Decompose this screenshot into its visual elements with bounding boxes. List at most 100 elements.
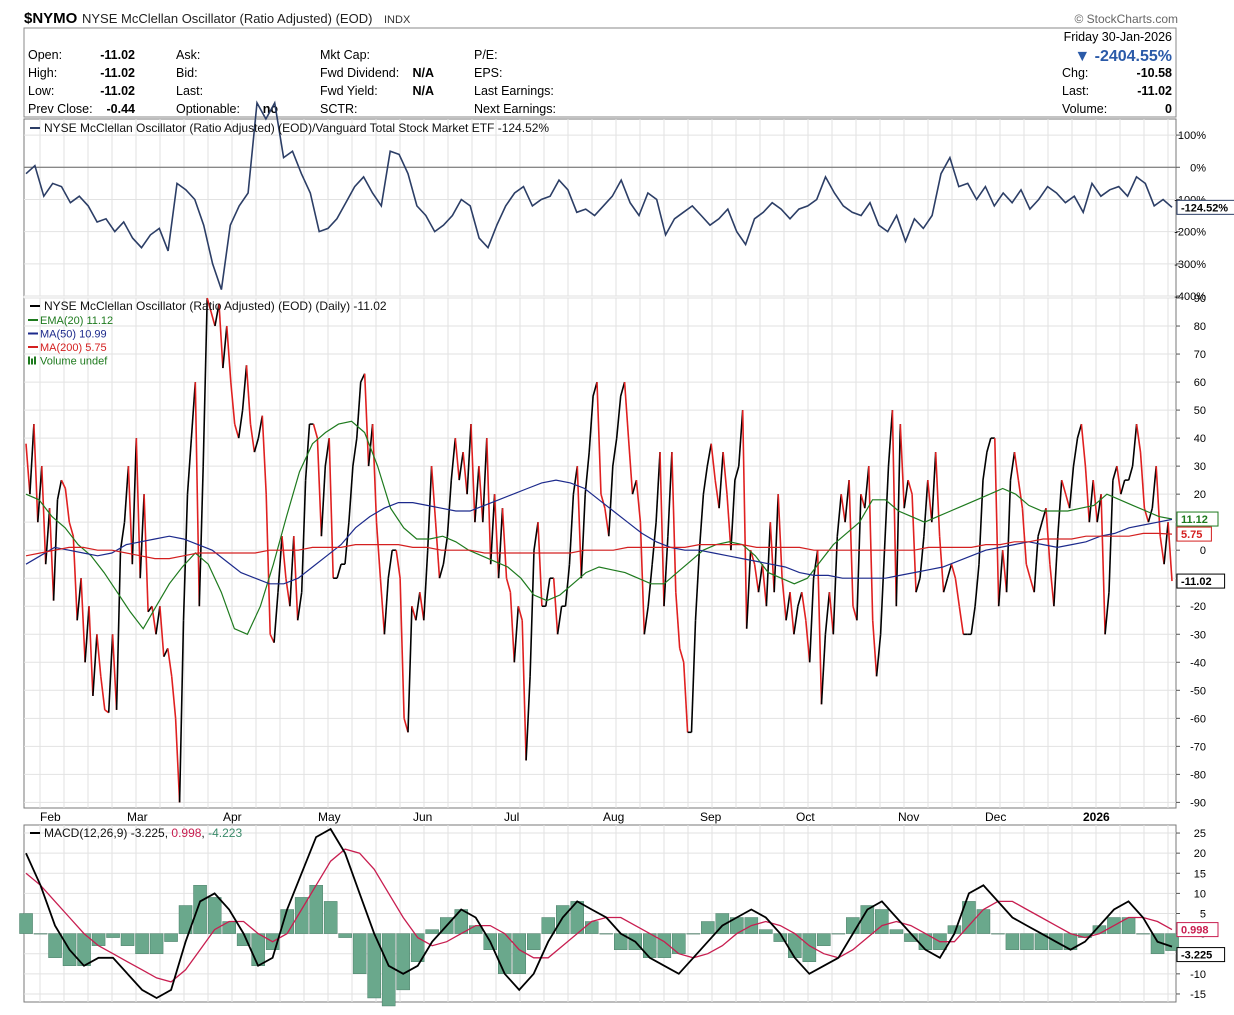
oscillator-segment: [580, 494, 586, 579]
oscillator-segment: [446, 480, 453, 537]
oscillator-segment: [348, 466, 354, 523]
oscillator-segment: [588, 396, 594, 453]
oscillator-segment: [33, 424, 39, 523]
macd-histogram-bar: [701, 921, 715, 934]
oscillator-segment: [1033, 536, 1039, 593]
oscillator-segment: [631, 479, 638, 495]
main-ytick-label: -90: [1190, 797, 1206, 809]
oscillator-segment: [832, 536, 839, 635]
x-tick-label: Sep: [700, 810, 722, 824]
oscillator-segment: [1163, 522, 1169, 565]
oscillator-segment: [60, 479, 67, 489]
oscillator-segment: [486, 438, 492, 565]
legend-item: Volume undef: [40, 356, 108, 368]
oscillator-segment: [119, 522, 126, 551]
oscillator-last-value-badge: [1176, 573, 1226, 589]
oscillator-segment: [174, 718, 181, 803]
main-title: NYSE McClellan Oscillator (Ratio Adjuste…: [44, 299, 387, 313]
macd-histogram-bar: [1005, 933, 1020, 950]
oscillator-segment: [107, 634, 114, 713]
oscillator-segment: [513, 606, 520, 663]
oscillator-segment: [155, 606, 161, 635]
oscillator-segment: [769, 522, 775, 593]
macd-histogram-bar: [396, 933, 410, 991]
macd-histogram-bar: [454, 909, 469, 934]
oscillator-segment: [194, 382, 201, 607]
macd-histogram-bar: [381, 933, 396, 1007]
oscillator-segment: [946, 563, 953, 579]
oscillator-segment: [383, 578, 390, 635]
oscillator-segment: [801, 592, 807, 621]
macd-ytick-label: 25: [1194, 828, 1206, 840]
macd-title-part: ,: [201, 826, 208, 840]
x-tick-label: Jun: [413, 810, 432, 824]
oscillator-segment: [1029, 577, 1035, 593]
oscillator-segment: [702, 465, 709, 495]
oscillator-segment: [281, 536, 287, 579]
mkt-cap-label: Mkt Cap:: [320, 48, 370, 62]
oscillator-segment: [753, 564, 760, 593]
quote-table: Open: -11.02 High: -11.02 Low: -11.02 Pr…: [28, 30, 1172, 116]
oscillator-segment: [927, 480, 933, 523]
macd-ytick-label: 5: [1200, 909, 1206, 921]
oscillator-segment: [1112, 465, 1118, 481]
oscillator-segment: [997, 550, 1004, 607]
main-ytick-label: 70: [1194, 349, 1206, 361]
oscillator-segment: [100, 676, 106, 710]
last2-label: Last:: [1062, 84, 1089, 98]
oscillator-segment: [899, 424, 905, 509]
oscillator-segment: [44, 508, 51, 565]
macd-histogram-bar: [323, 901, 338, 934]
oscillator-segment: [245, 365, 252, 425]
oscillator-segment: [135, 438, 141, 579]
low-value: -11.02: [100, 84, 135, 98]
oscillator-segment: [537, 522, 543, 607]
oscillator-segment: [41, 466, 47, 565]
oscillator-segment: [1064, 493, 1071, 509]
rs-ytick-label: 0%: [1190, 162, 1206, 174]
macd-histogram-bar: [294, 897, 309, 934]
oscillator-segment: [379, 578, 386, 635]
oscillator-segment: [237, 409, 244, 439]
quote-date: Friday 30-Jan-2026: [1064, 30, 1172, 44]
oscillator-segment: [56, 479, 63, 500]
main-ytick-label: -40: [1190, 657, 1206, 669]
oscillator-segment: [300, 480, 307, 593]
rs-frame: [23, 118, 1177, 297]
high-value: -11.02: [100, 66, 135, 80]
sctr-label: SCTR:: [320, 102, 358, 116]
oscillator-segment: [1100, 494, 1106, 635]
oscillator-segment: [143, 494, 149, 612]
oscillator-segment: [545, 578, 551, 607]
oscillator-segment: [805, 620, 811, 663]
signal-last-value-badge-label: 0.998: [1181, 925, 1209, 937]
oscillator-segment: [1135, 423, 1142, 453]
oscillator-segment: [521, 620, 527, 761]
oscillator-segment: [84, 606, 90, 663]
oscillator-segment: [651, 522, 657, 565]
oscillator-segment: [978, 480, 984, 565]
main-ytick-label: -50: [1190, 685, 1206, 697]
x-tick-label: Aug: [603, 810, 624, 824]
ema-last-value-badge: [1176, 511, 1219, 527]
oscillator-segment: [942, 577, 949, 593]
oscillator-segment: [1068, 466, 1075, 509]
oscillator-segment: [257, 415, 264, 439]
bid-label: Bid:: [176, 66, 198, 80]
oscillator-segment: [931, 452, 937, 523]
oscillator-segment: [915, 577, 921, 593]
oscillator-segment: [982, 451, 988, 481]
oscillator-segment: [96, 634, 102, 677]
oscillator-segment: [710, 443, 716, 481]
chg-value: -10.58: [1137, 66, 1172, 80]
oscillator-segment: [793, 606, 799, 635]
macd-ytick-label: 10: [1194, 888, 1206, 900]
oscillator-segment: [1092, 480, 1098, 523]
oscillator-segment: [64, 488, 71, 523]
oscillator-segment: [970, 606, 976, 635]
oscillator-segment: [167, 648, 173, 677]
oscillator-segment: [336, 563, 342, 579]
oscillator-segment: [352, 437, 358, 467]
